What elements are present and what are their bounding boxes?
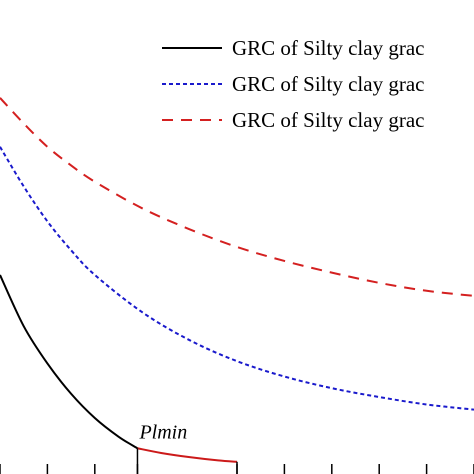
series-line-1: [0, 274, 138, 450]
legend-label-2: GRC of Silty clay grac: [232, 72, 424, 96]
series-line-4: [137, 447, 238, 463]
legend-label-3: GRC of Silty clay grac: [232, 108, 424, 132]
series-line-3: [0, 97, 474, 297]
plot-area: [0, 97, 474, 474]
x-axis-ticks: [0, 464, 474, 474]
legend: GRC of Silty clay grac GRC of Silty clay …: [162, 36, 424, 132]
series-line-2: [0, 146, 474, 411]
annotation-1: Plmin: [138, 421, 187, 443]
annotations: Plmin: [138, 421, 187, 443]
legend-label-1: GRC of Silty clay grac: [232, 36, 424, 60]
